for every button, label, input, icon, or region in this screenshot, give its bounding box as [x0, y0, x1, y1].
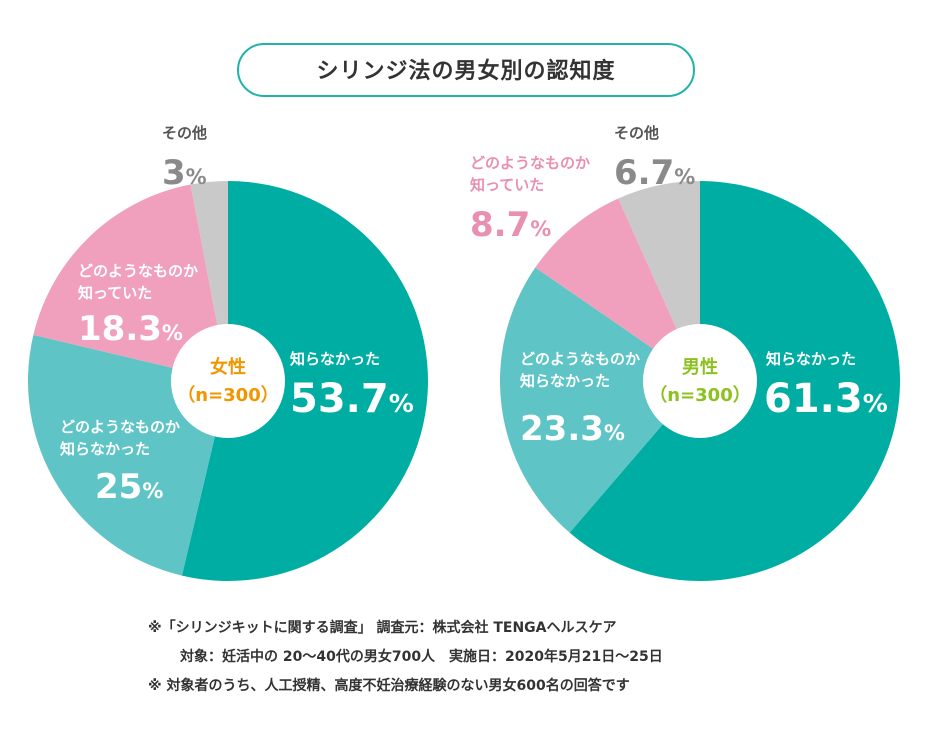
male-slice-0-label: 知らなかった: [766, 350, 856, 368]
male-slice-2-label: どのようなものか: [470, 154, 590, 172]
chart-canvas: シリンジ法の男女別の認知度 女性 （n=300） 知らなかった 53.7% どのようなも…: [28, 43, 900, 581]
footnote-line-3: ※ 対象者のうち、人工授精、高度不妊治療経験のない男女600名の回答です: [148, 678, 630, 694]
chart-title: シリンジ法の男女別の認知度: [237, 43, 695, 97]
female-slice-3-value: 3%: [162, 153, 207, 193]
female-slice-2: [33, 184, 229, 381]
male-slice-2-label: 知っていた: [470, 176, 544, 194]
male-slice-1: [499, 267, 700, 533]
male-center-sub: （n=300）: [649, 385, 750, 406]
female-slice-0-label: 知らなかった: [290, 350, 380, 368]
male-center-label: 男性: [682, 356, 718, 378]
female-slice-2-label: どのようなものか: [78, 262, 198, 280]
female-center-sub: （n=300）: [177, 385, 278, 406]
male-center-disc: [643, 324, 757, 438]
male-slice-1-label: 知らなかった: [520, 372, 610, 390]
male-slice-3-label: その他: [614, 124, 659, 142]
footnote-line-1: ※「シリンジキットに関する調査」 調査元：株式会社 TENGAヘルスケア: [148, 620, 617, 636]
male-slice-3-value: 6.7%: [614, 153, 695, 193]
female-center-disc: [171, 324, 285, 438]
pie-male: 男性（n=300）知らなかった61.3%どのようなものか知らなかった23.3%ど…: [470, 124, 900, 581]
female-slice-2-label: 知っていた: [78, 284, 152, 302]
male-slice-2: [535, 198, 700, 381]
male-slice-2-value: 8.7%: [470, 205, 551, 245]
female-center-label: 女性: [210, 356, 246, 378]
pie-female: 女性（n=300）知らなかった53.7%どのようなものか知らなかった25%どのよ…: [28, 124, 428, 581]
female-slice-1-label: 知らなかった: [60, 440, 150, 458]
footnote-line-2: 対象：妊活中の 20〜40代の男女700人 実施日：2020年5月21日〜25日: [180, 649, 663, 665]
title-pill: [237, 43, 695, 97]
female-slice-0: [181, 181, 428, 581]
female-slice-1-label: どのようなものか: [60, 418, 180, 436]
female-slice-0-value: 53.7%: [290, 376, 414, 422]
title-text: シリンジ法の男女別の認知度: [316, 58, 615, 84]
male-slice-1-label: どのようなものか: [520, 350, 640, 368]
female-slice-3-label: その他: [162, 124, 207, 142]
